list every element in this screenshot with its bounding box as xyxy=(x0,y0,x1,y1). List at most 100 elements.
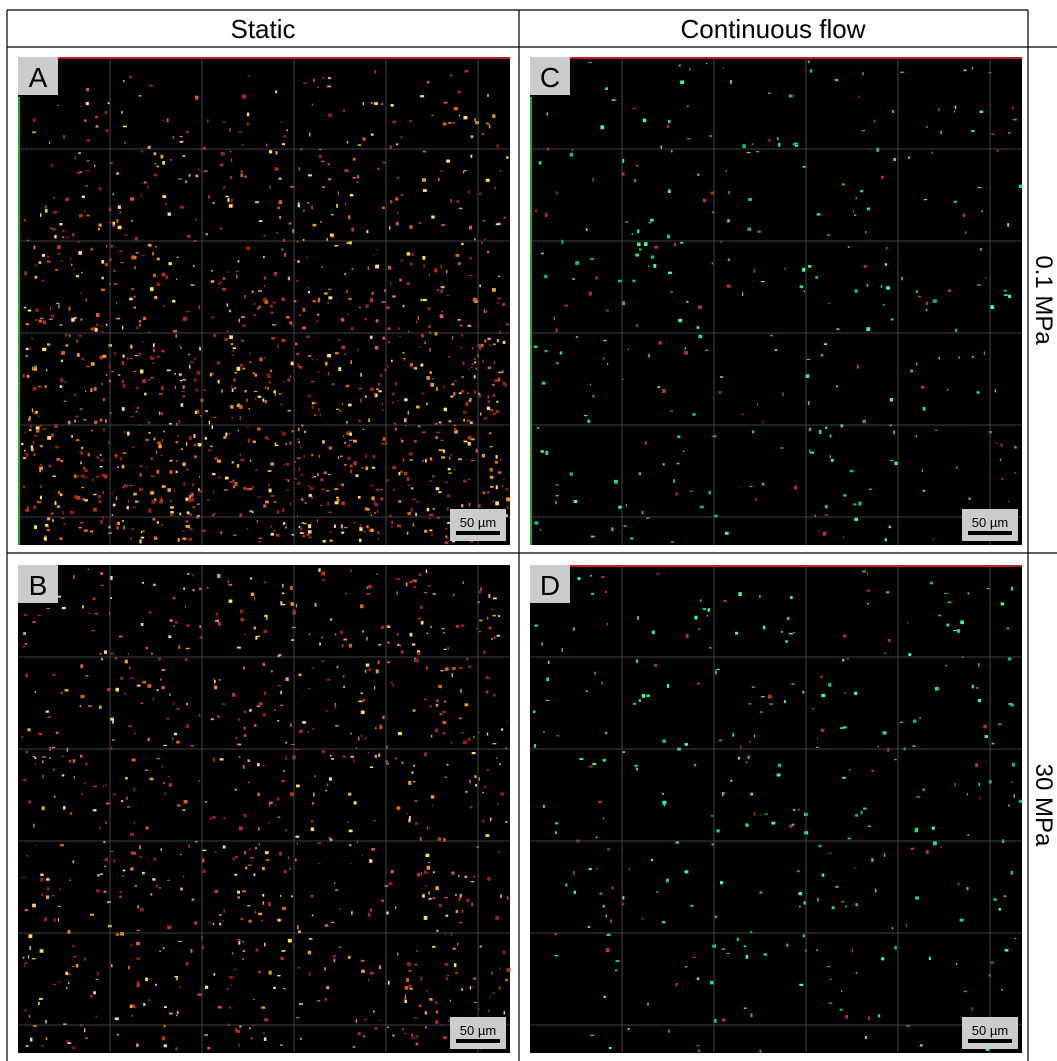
cell xyxy=(147,738,149,741)
cell xyxy=(268,484,269,487)
cell xyxy=(387,479,389,482)
cell xyxy=(461,376,463,377)
cell xyxy=(440,170,443,172)
cell xyxy=(354,522,356,524)
cell xyxy=(137,407,139,409)
cell xyxy=(392,1035,394,1037)
cell xyxy=(32,367,33,371)
cell xyxy=(35,763,36,765)
cell xyxy=(399,336,401,337)
cell xyxy=(253,999,255,1000)
cell xyxy=(397,806,401,810)
cell xyxy=(780,447,783,449)
cell xyxy=(96,313,99,317)
cell xyxy=(684,743,687,746)
cell xyxy=(723,67,725,68)
cell xyxy=(317,519,318,522)
cell xyxy=(450,396,453,398)
cell xyxy=(312,477,315,478)
cell xyxy=(431,115,433,116)
cell xyxy=(35,691,36,693)
cell xyxy=(264,1037,267,1041)
cell xyxy=(352,268,354,270)
cell xyxy=(324,472,327,474)
cell xyxy=(34,366,37,367)
cell xyxy=(58,253,61,254)
cell xyxy=(625,222,628,223)
cell xyxy=(140,856,142,858)
cell xyxy=(948,289,951,292)
cell xyxy=(365,454,367,458)
cell xyxy=(26,1045,29,1047)
cell xyxy=(802,691,804,694)
cell xyxy=(169,783,172,786)
cell xyxy=(440,314,444,318)
cell xyxy=(234,379,236,382)
cell xyxy=(186,311,190,312)
cell xyxy=(150,287,154,291)
cell xyxy=(370,485,373,486)
cell xyxy=(142,255,145,256)
cell xyxy=(425,885,426,887)
cell xyxy=(23,957,25,959)
cell xyxy=(883,304,885,305)
cell xyxy=(421,334,424,337)
cell xyxy=(144,393,146,396)
cell xyxy=(33,441,34,443)
cell xyxy=(329,447,332,450)
cell xyxy=(843,726,847,728)
cell xyxy=(346,432,347,435)
cell xyxy=(350,863,351,864)
cell xyxy=(39,261,41,263)
cell xyxy=(297,363,299,367)
cell xyxy=(636,165,639,167)
cell xyxy=(66,237,68,238)
cell xyxy=(49,141,50,144)
cell xyxy=(262,894,264,897)
cell xyxy=(319,155,322,159)
cell xyxy=(463,411,467,414)
cell xyxy=(265,400,267,403)
cell xyxy=(348,956,350,959)
cell xyxy=(105,419,106,423)
cell xyxy=(311,820,314,823)
cell xyxy=(712,843,714,845)
cell xyxy=(119,251,123,252)
cell xyxy=(487,617,488,620)
cell xyxy=(101,585,104,586)
cell xyxy=(29,348,31,350)
cell xyxy=(466,402,469,406)
cell xyxy=(142,582,144,584)
cell xyxy=(391,521,393,524)
cell xyxy=(876,148,879,152)
cell xyxy=(992,743,995,745)
cell xyxy=(747,227,751,230)
cell xyxy=(632,280,635,282)
cell xyxy=(95,1016,96,1018)
cell xyxy=(498,471,502,473)
cell xyxy=(27,728,30,731)
cell xyxy=(129,298,133,301)
cell xyxy=(321,661,324,662)
cell xyxy=(586,690,588,692)
cell xyxy=(99,224,102,227)
cell xyxy=(469,400,472,402)
cell xyxy=(603,340,606,341)
cell xyxy=(465,876,468,878)
cell xyxy=(488,367,491,369)
cell xyxy=(933,841,937,845)
cell xyxy=(342,403,343,405)
cell xyxy=(51,513,53,515)
cell xyxy=(832,906,835,909)
cell xyxy=(118,205,121,208)
cell xyxy=(177,1011,179,1014)
cell xyxy=(180,854,181,855)
cell xyxy=(642,918,644,920)
cell xyxy=(158,658,161,661)
cell xyxy=(334,245,338,246)
cell xyxy=(229,128,230,132)
cell xyxy=(480,945,482,947)
cell xyxy=(230,481,233,483)
cell xyxy=(95,328,98,332)
cell xyxy=(654,246,658,249)
